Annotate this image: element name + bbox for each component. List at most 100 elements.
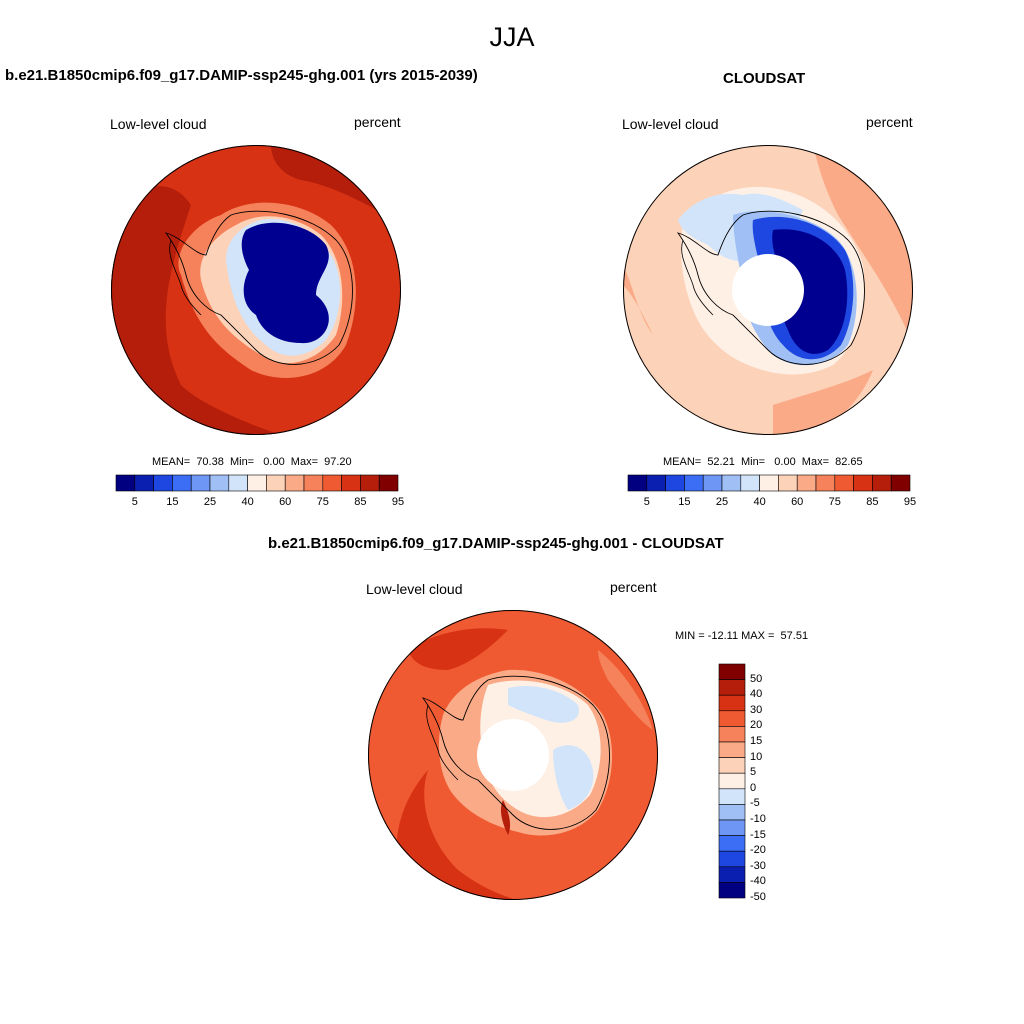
larger-difference-region: [408, 628, 508, 670]
high-difference-spot: [500, 800, 511, 835]
colorbar-swatch: [740, 474, 760, 492]
antarctic-interior-minimum: [772, 229, 848, 354]
colorbar-tick-label: -10: [750, 813, 766, 825]
colorbar-tick-label: 75: [828, 496, 841, 508]
panel-cloudsat-colorbar-ticks: 5 15 25 40 60 75 85 95: [628, 496, 916, 510]
panel-cloudsat-variable-label: Low-level cloud: [622, 116, 719, 132]
peninsula-coastline: [681, 239, 714, 316]
colorbar-tick-label: -50: [750, 891, 766, 903]
antarctic-interior-minimum: [241, 222, 329, 344]
map-boundary: [111, 145, 401, 435]
figure-title: JJA: [489, 22, 535, 52]
colorbar-swatch: [796, 474, 817, 492]
colorbar-tick-label: 15: [750, 735, 763, 747]
map-boundary: [368, 610, 658, 900]
panel-diff-variable-label: Low-level cloud: [366, 581, 463, 597]
colorbar-swatch: [627, 474, 648, 492]
colorbar-swatch: [209, 474, 230, 492]
colorbar-tick-label: 60: [791, 496, 804, 508]
antarctica-coastline: [421, 675, 610, 830]
colorbar-tick-label: 25: [203, 496, 217, 508]
panel-diff-map: [368, 610, 658, 900]
colorbar-tick-label: -15: [750, 828, 766, 841]
colorbar-swatch: [872, 474, 892, 492]
colorbar-swatch: [834, 474, 854, 492]
missing-data-hole: [477, 719, 549, 791]
colorbar-swatch: [718, 772, 746, 790]
colorbar-tick-label: 85: [866, 496, 879, 508]
colorbar-swatch: [115, 474, 136, 492]
colorbar-swatch: [718, 788, 746, 805]
panel-diff-title: b.e21.B1850cmip6.f09_g17.DAMIP-ssp245-gh…: [268, 535, 724, 552]
colorbar-swatch: [341, 474, 361, 492]
colorbar-swatch: [322, 474, 342, 492]
colorbar-tick-label: 15: [166, 496, 179, 508]
colorbar-tick-label: 5: [750, 766, 757, 779]
colorbar-tick-label: 25: [715, 496, 729, 508]
panel-cloudsat-colorbar: [627, 474, 911, 492]
panel-model-units-label: percent: [354, 114, 401, 130]
colorbar-tick-label: -5: [750, 797, 760, 810]
colorbar-tick-label: 95: [903, 496, 917, 508]
colorbar-tick-label: 30: [750, 703, 763, 716]
colorbar-swatch: [684, 474, 704, 492]
peninsula-coastline: [426, 704, 459, 781]
colorbar-tick-label: 20: [750, 719, 763, 732]
panel-model-map: [111, 145, 401, 435]
larger-difference-region: [396, 770, 518, 900]
panel-model-colorbar: [115, 474, 399, 492]
colorbar-swatch: [718, 741, 746, 758]
panel-cloudsat-units-label: percent: [866, 114, 913, 130]
smaller-difference-region: [598, 650, 653, 730]
colorbar-swatch: [134, 474, 154, 492]
high-cloud-region: [111, 186, 281, 435]
colorbar-swatch: [778, 474, 798, 492]
colorbar-tick-label: 40: [753, 496, 766, 508]
colorbar-tick-label: -30: [750, 859, 766, 872]
panel-diff-units-label: percent: [610, 579, 657, 595]
panel-model-variable-label: Low-level cloud: [110, 116, 207, 132]
map-boundary: [623, 145, 913, 435]
colorbar-swatch: [303, 474, 324, 492]
panel-cloudsat-map: [623, 145, 913, 435]
colorbar-tick-label: -20: [750, 844, 766, 857]
colorbar-swatch: [718, 679, 746, 696]
colorbar-swatch: [153, 474, 173, 492]
missing-data-hole: [732, 254, 804, 326]
antarctica-coastline: [164, 210, 353, 365]
antarctica-coastline: [676, 210, 865, 365]
colorbar-tick-label: 5: [131, 496, 138, 508]
colorbar-swatch: [284, 474, 305, 492]
panel-model-colorbar-ticks: 5 15 25 40 60 75 85 95: [116, 496, 404, 510]
colorbar-swatch: [228, 474, 248, 492]
colorbar-swatch: [718, 819, 746, 836]
colorbar-tick-label: 15: [678, 496, 691, 508]
colorbar-swatch: [721, 474, 742, 492]
colorbar-tick-label: 0: [750, 781, 757, 794]
colorbar-swatch: [665, 474, 685, 492]
colorbar-tick-label: 5: [643, 496, 650, 508]
colorbar-swatch: [718, 882, 746, 899]
negative-difference-region: [553, 745, 594, 810]
colorbar-swatch: [718, 663, 746, 680]
colorbar-swatch: [360, 474, 380, 492]
colorbar-swatch: [718, 694, 746, 712]
colorbar-swatch: [718, 757, 746, 774]
colorbar-tick-label: 60: [279, 496, 292, 508]
colorbar-swatch: [718, 866, 746, 883]
panel-diff-colorbar-ticks: 50 40 30 20 15 10 5 0 -5 -10 -15 -20 -30 -40 -50: [750, 664, 790, 903]
colorbar-tick-label: 50: [750, 672, 763, 685]
colorbar-swatch: [172, 474, 192, 492]
colorbar-swatch: [702, 474, 723, 492]
panel-model-stats: MEAN= 70.38 Min= 0.00 Max= 97.20: [152, 456, 352, 468]
colorbar-swatch: [266, 474, 286, 492]
negative-difference-region: [508, 685, 579, 723]
colorbar-tick-label: 95: [391, 496, 405, 508]
colorbar-swatch: [890, 474, 911, 492]
panel-cloudsat-stats: MEAN= 52.21 Min= 0.00 Max= 82.65: [663, 456, 863, 468]
colorbar-tick-label: 75: [316, 496, 329, 508]
colorbar-swatch: [646, 474, 666, 492]
higher-cloud-region: [773, 370, 873, 435]
colorbar-tick-label: 40: [750, 688, 763, 701]
colorbar-tick-label: -40: [750, 875, 766, 888]
